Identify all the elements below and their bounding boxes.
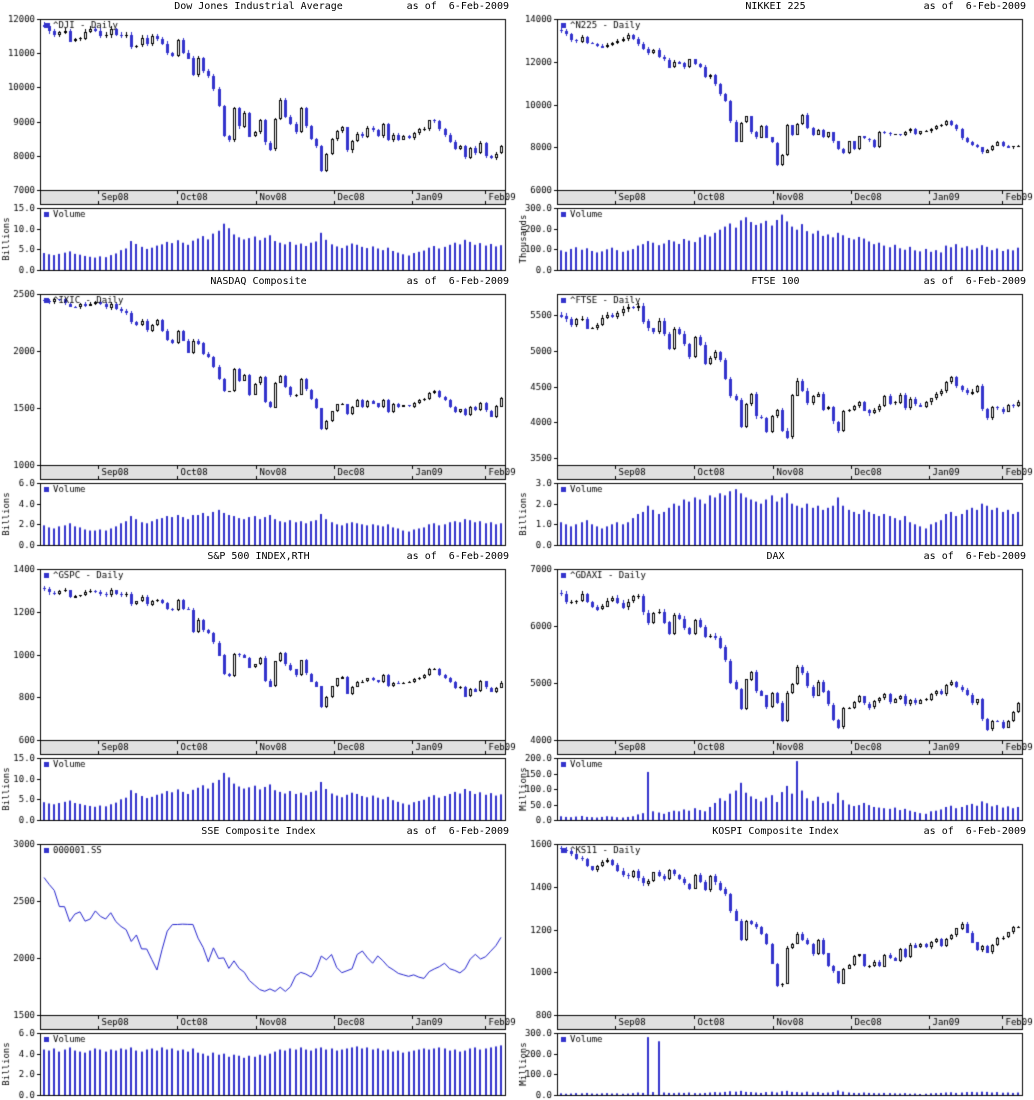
chart-titlebar: Dow Jones Industrial Average as of 6-Feb… [0,0,517,14]
chart-panel-n225: NIKKEI 225 as of 6-Feb-2009 [517,0,1034,275]
chart-titlebar: S&P 500 INDEX,RTH as of 6-Feb-2009 [0,550,517,564]
as-of-label: as of 6-Feb-2009 [923,551,1026,562]
gdaxi-chart-canvas [517,564,1034,825]
as-of-label: as of 6-Feb-2009 [406,551,509,562]
as-of-label: as of 6-Feb-2009 [923,1,1026,12]
chart-titlebar: NIKKEI 225 as of 6-Feb-2009 [517,0,1034,14]
as-of-label: as of 6-Feb-2009 [406,276,509,287]
chart-title: DAX [766,551,785,562]
chart-title: NASDAQ Composite [210,276,307,287]
chart-title: FTSE 100 [751,276,800,287]
chart-titlebar: FTSE 100 as of 6-Feb-2009 [517,275,1034,289]
chart-panel-dji: Dow Jones Industrial Average as of 6-Feb… [0,0,517,275]
dji-chart-canvas [0,14,517,275]
chart-titlebar: DAX as of 6-Feb-2009 [517,550,1034,564]
chart-title: NIKKEI 225 [745,1,806,12]
chart-panel-ftse: FTSE 100 as of 6-Feb-2009 [517,275,1034,550]
as-of-label: as of 6-Feb-2009 [406,1,509,12]
as-of-label: as of 6-Feb-2009 [923,276,1026,287]
chart-title: SSE Composite Index [201,826,316,837]
chart-title: KOSPI Composite Index [712,826,839,837]
chart-panel-gdaxi: DAX as of 6-Feb-2009 [517,550,1034,825]
as-of-label: as of 6-Feb-2009 [923,826,1026,837]
chart-panel-sse: SSE Composite Index as of 6-Feb-2009 [0,825,517,1100]
ixic-chart-canvas [0,289,517,550]
chart-panel-ixic: NASDAQ Composite as of 6-Feb-2009 [0,275,517,550]
chart-title: Dow Jones Industrial Average [174,1,343,12]
chart-title: S&P 500 INDEX,RTH [207,551,310,562]
ks11-chart-canvas [517,839,1034,1100]
chart-titlebar: SSE Composite Index as of 6-Feb-2009 [0,825,517,839]
as-of-label: as of 6-Feb-2009 [406,826,509,837]
chart-titlebar: KOSPI Composite Index as of 6-Feb-2009 [517,825,1034,839]
chart-panel-ks11: KOSPI Composite Index as of 6-Feb-2009 [517,825,1034,1100]
gspc-chart-canvas [0,564,517,825]
n225-chart-canvas [517,14,1034,275]
sse-chart-canvas [0,839,517,1100]
ftse-chart-canvas [517,289,1034,550]
chart-titlebar: NASDAQ Composite as of 6-Feb-2009 [0,275,517,289]
chart-panel-gspc: S&P 500 INDEX,RTH as of 6-Feb-2009 [0,550,517,825]
